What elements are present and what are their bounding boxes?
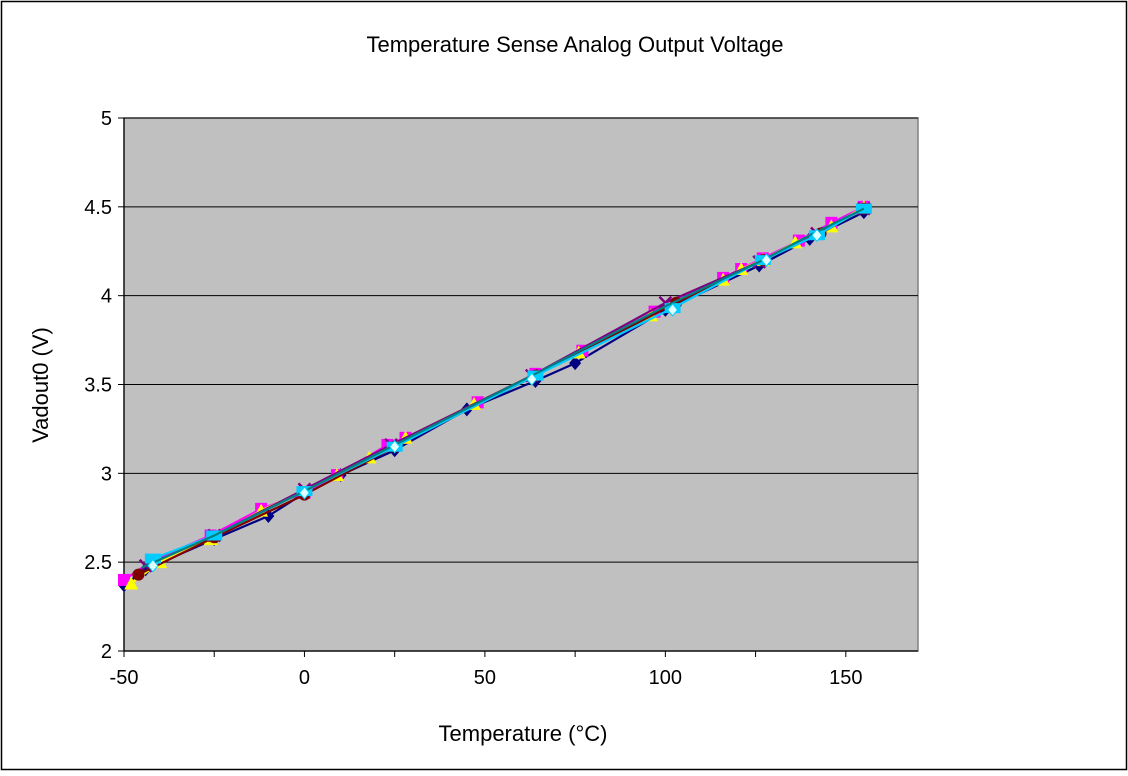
series-line xyxy=(141,207,865,569)
data-point xyxy=(132,568,145,581)
data-point xyxy=(389,439,401,454)
data-point xyxy=(811,228,823,243)
series-layer xyxy=(118,199,872,593)
y-tick-label: 4 xyxy=(101,286,112,308)
data-point xyxy=(124,576,139,590)
x-tick-label: 0 xyxy=(299,667,310,689)
series-7 xyxy=(141,207,865,569)
y-tick-label: 2 xyxy=(101,641,112,663)
x-axis-title: Temperature (°C) xyxy=(439,721,608,746)
data-point xyxy=(298,486,311,500)
y-tick-label: 5 xyxy=(101,108,112,130)
grid-lines xyxy=(124,117,918,563)
y-tick-label: 3 xyxy=(101,463,112,485)
data-point xyxy=(144,553,161,564)
data-point xyxy=(118,573,130,586)
data-point xyxy=(526,372,538,386)
x-tick-label: 50 xyxy=(474,667,496,689)
data-point xyxy=(527,370,544,381)
data-point xyxy=(569,356,582,371)
x-tick-label: -50 xyxy=(110,667,139,689)
y-tick-label: 4.5 xyxy=(84,197,112,219)
series-overlay-markers xyxy=(147,228,823,573)
data-point xyxy=(147,558,159,573)
data-point xyxy=(666,303,679,317)
y-axis-title: Vadout0 (V) xyxy=(28,327,53,443)
axes: 2 2.5 3 3.5 4 4.5 5 -50 0 50 100 150 xyxy=(84,108,918,689)
x-tick-label: 150 xyxy=(829,667,862,689)
y-tick-label: 2.5 xyxy=(84,552,112,574)
x-tick-label: 100 xyxy=(649,667,682,689)
chart-title: Temperature Sense Analog Output Voltage xyxy=(366,32,783,57)
y-tick-label: 3.5 xyxy=(84,375,112,397)
data-point xyxy=(760,253,773,267)
